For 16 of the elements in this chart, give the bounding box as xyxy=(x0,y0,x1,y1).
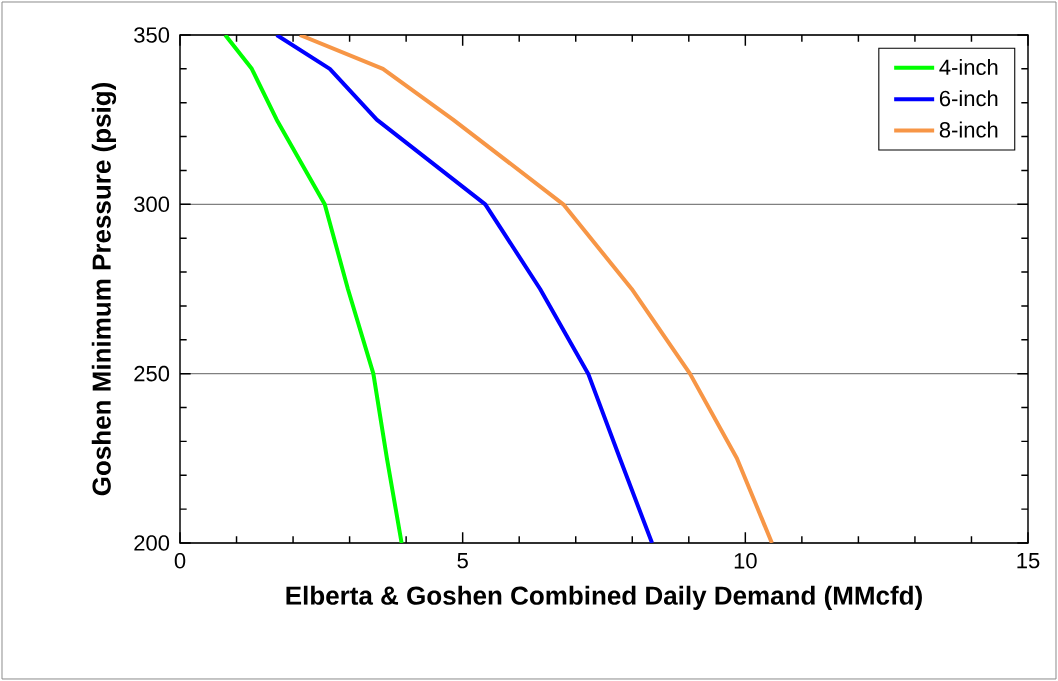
legend-label: 8-inch xyxy=(939,121,998,138)
y-tick-label: 200 xyxy=(134,535,170,551)
y-axis-title: Goshen Minimum Pressure (psig) xyxy=(91,82,117,496)
x-tick-label: 10 xyxy=(734,553,757,569)
x-tick-label: 0 xyxy=(174,553,186,569)
x-axis-title: Elberta & Goshen Combined Daily Demand (MMcfd) xyxy=(286,585,922,610)
legend-label: 4-inch xyxy=(939,58,998,76)
legend-label: 6-inch xyxy=(939,90,998,107)
x-tick-label: 15 xyxy=(1017,553,1040,569)
line-series xyxy=(223,34,404,543)
y-tick-label: 350 xyxy=(134,27,170,43)
line-series xyxy=(274,34,655,543)
line-series xyxy=(297,34,774,543)
y-tick-label: 300 xyxy=(134,196,170,213)
x-tick-label: 5 xyxy=(457,553,468,569)
y-tick-label: 250 xyxy=(134,365,170,382)
